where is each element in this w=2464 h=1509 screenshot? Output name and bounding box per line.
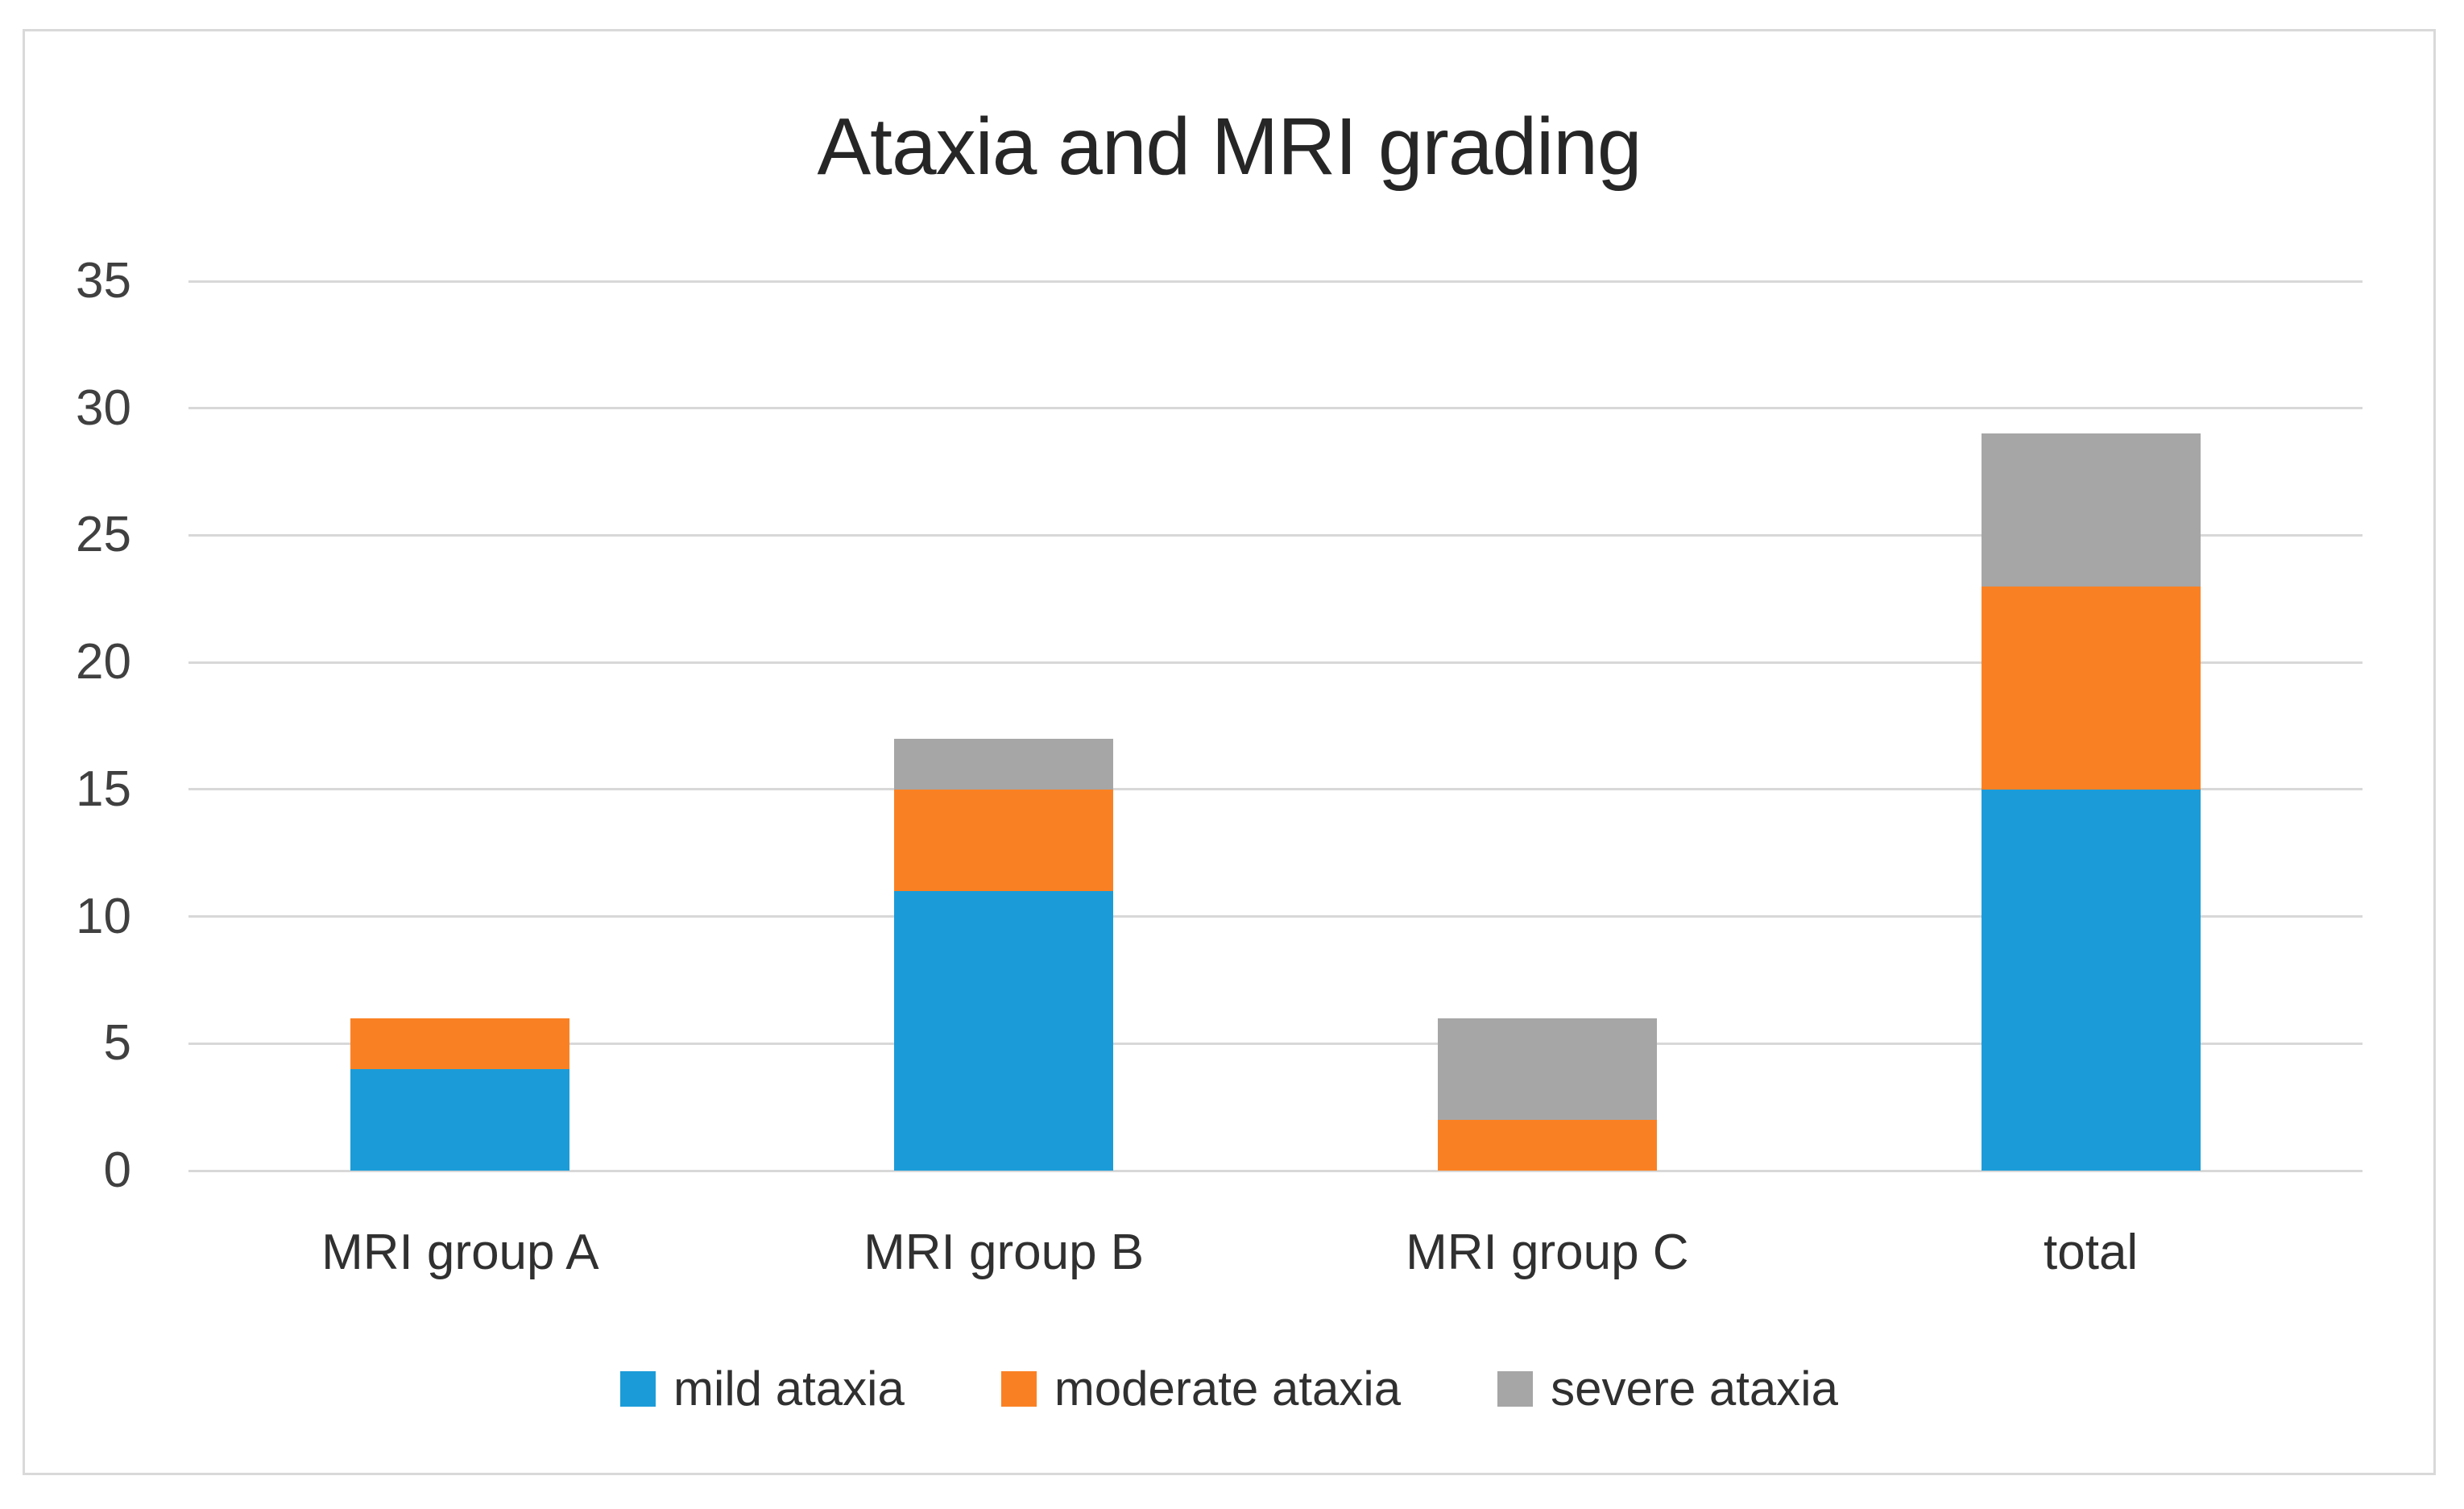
bar-segment-moderate-ataxia	[1437, 1119, 1657, 1171]
gridline	[188, 407, 2363, 410]
y-tick-label: 25	[76, 507, 131, 563]
bar-segment-mild-ataxia	[350, 1068, 570, 1171]
x-axis-label: total	[2044, 1225, 2139, 1280]
bar-segment-mild-ataxia	[1981, 789, 2201, 1171]
y-tick-label: 0	[103, 1142, 131, 1198]
legend-swatch-severe-ataxia	[1497, 1370, 1534, 1407]
bar-segment-severe-ataxia	[1437, 1018, 1657, 1120]
bar-segment-moderate-ataxia	[894, 789, 1114, 892]
legend-label: severe ataxia	[1551, 1362, 1838, 1416]
bar-segment-mild-ataxia	[894, 891, 1114, 1171]
bar-segment-severe-ataxia	[894, 738, 1114, 790]
y-tick-label: 10	[76, 888, 131, 944]
plot-area	[188, 280, 2363, 1172]
gridline	[188, 661, 2363, 664]
bar-segment-moderate-ataxia	[350, 1018, 570, 1069]
gridline	[188, 1169, 2363, 1172]
legend-swatch-mild-ataxia	[620, 1370, 656, 1407]
bar-segment-severe-ataxia	[1981, 433, 2201, 587]
legend-label: moderate ataxia	[1054, 1362, 1402, 1416]
x-axis-label: MRI group B	[863, 1225, 1145, 1280]
gridline	[188, 533, 2363, 537]
chart-title: Ataxia and MRI grading	[817, 102, 1642, 192]
gridline	[188, 280, 2363, 283]
y-tick-label: 30	[76, 379, 131, 436]
chart-legend: mild ataxia moderate ataxia severe ataxia	[25, 1361, 2433, 1416]
legend-item-moderate-ataxia: moderate ataxia	[1000, 1361, 1402, 1416]
gridline	[188, 1042, 2363, 1045]
x-axis-label: MRI group C	[1406, 1225, 1689, 1280]
gridline	[188, 788, 2363, 791]
x-axis-label: MRI group A	[321, 1225, 599, 1280]
legend-swatch-moderate-ataxia	[1000, 1370, 1037, 1407]
y-tick-label: 5	[103, 1015, 131, 1072]
y-tick-label: 35	[76, 253, 131, 309]
legend-item-mild-ataxia: mild ataxia	[620, 1361, 905, 1416]
y-tick-label: 20	[76, 634, 131, 690]
bar-segment-moderate-ataxia	[1981, 586, 2201, 790]
legend-label: mild ataxia	[673, 1362, 905, 1416]
gridline	[188, 915, 2363, 918]
chart-figure: Ataxia and MRI grading mild ataxia modera…	[23, 29, 2436, 1475]
y-tick-label: 15	[76, 761, 131, 817]
legend-item-severe-ataxia: severe ataxia	[1497, 1361, 1838, 1416]
